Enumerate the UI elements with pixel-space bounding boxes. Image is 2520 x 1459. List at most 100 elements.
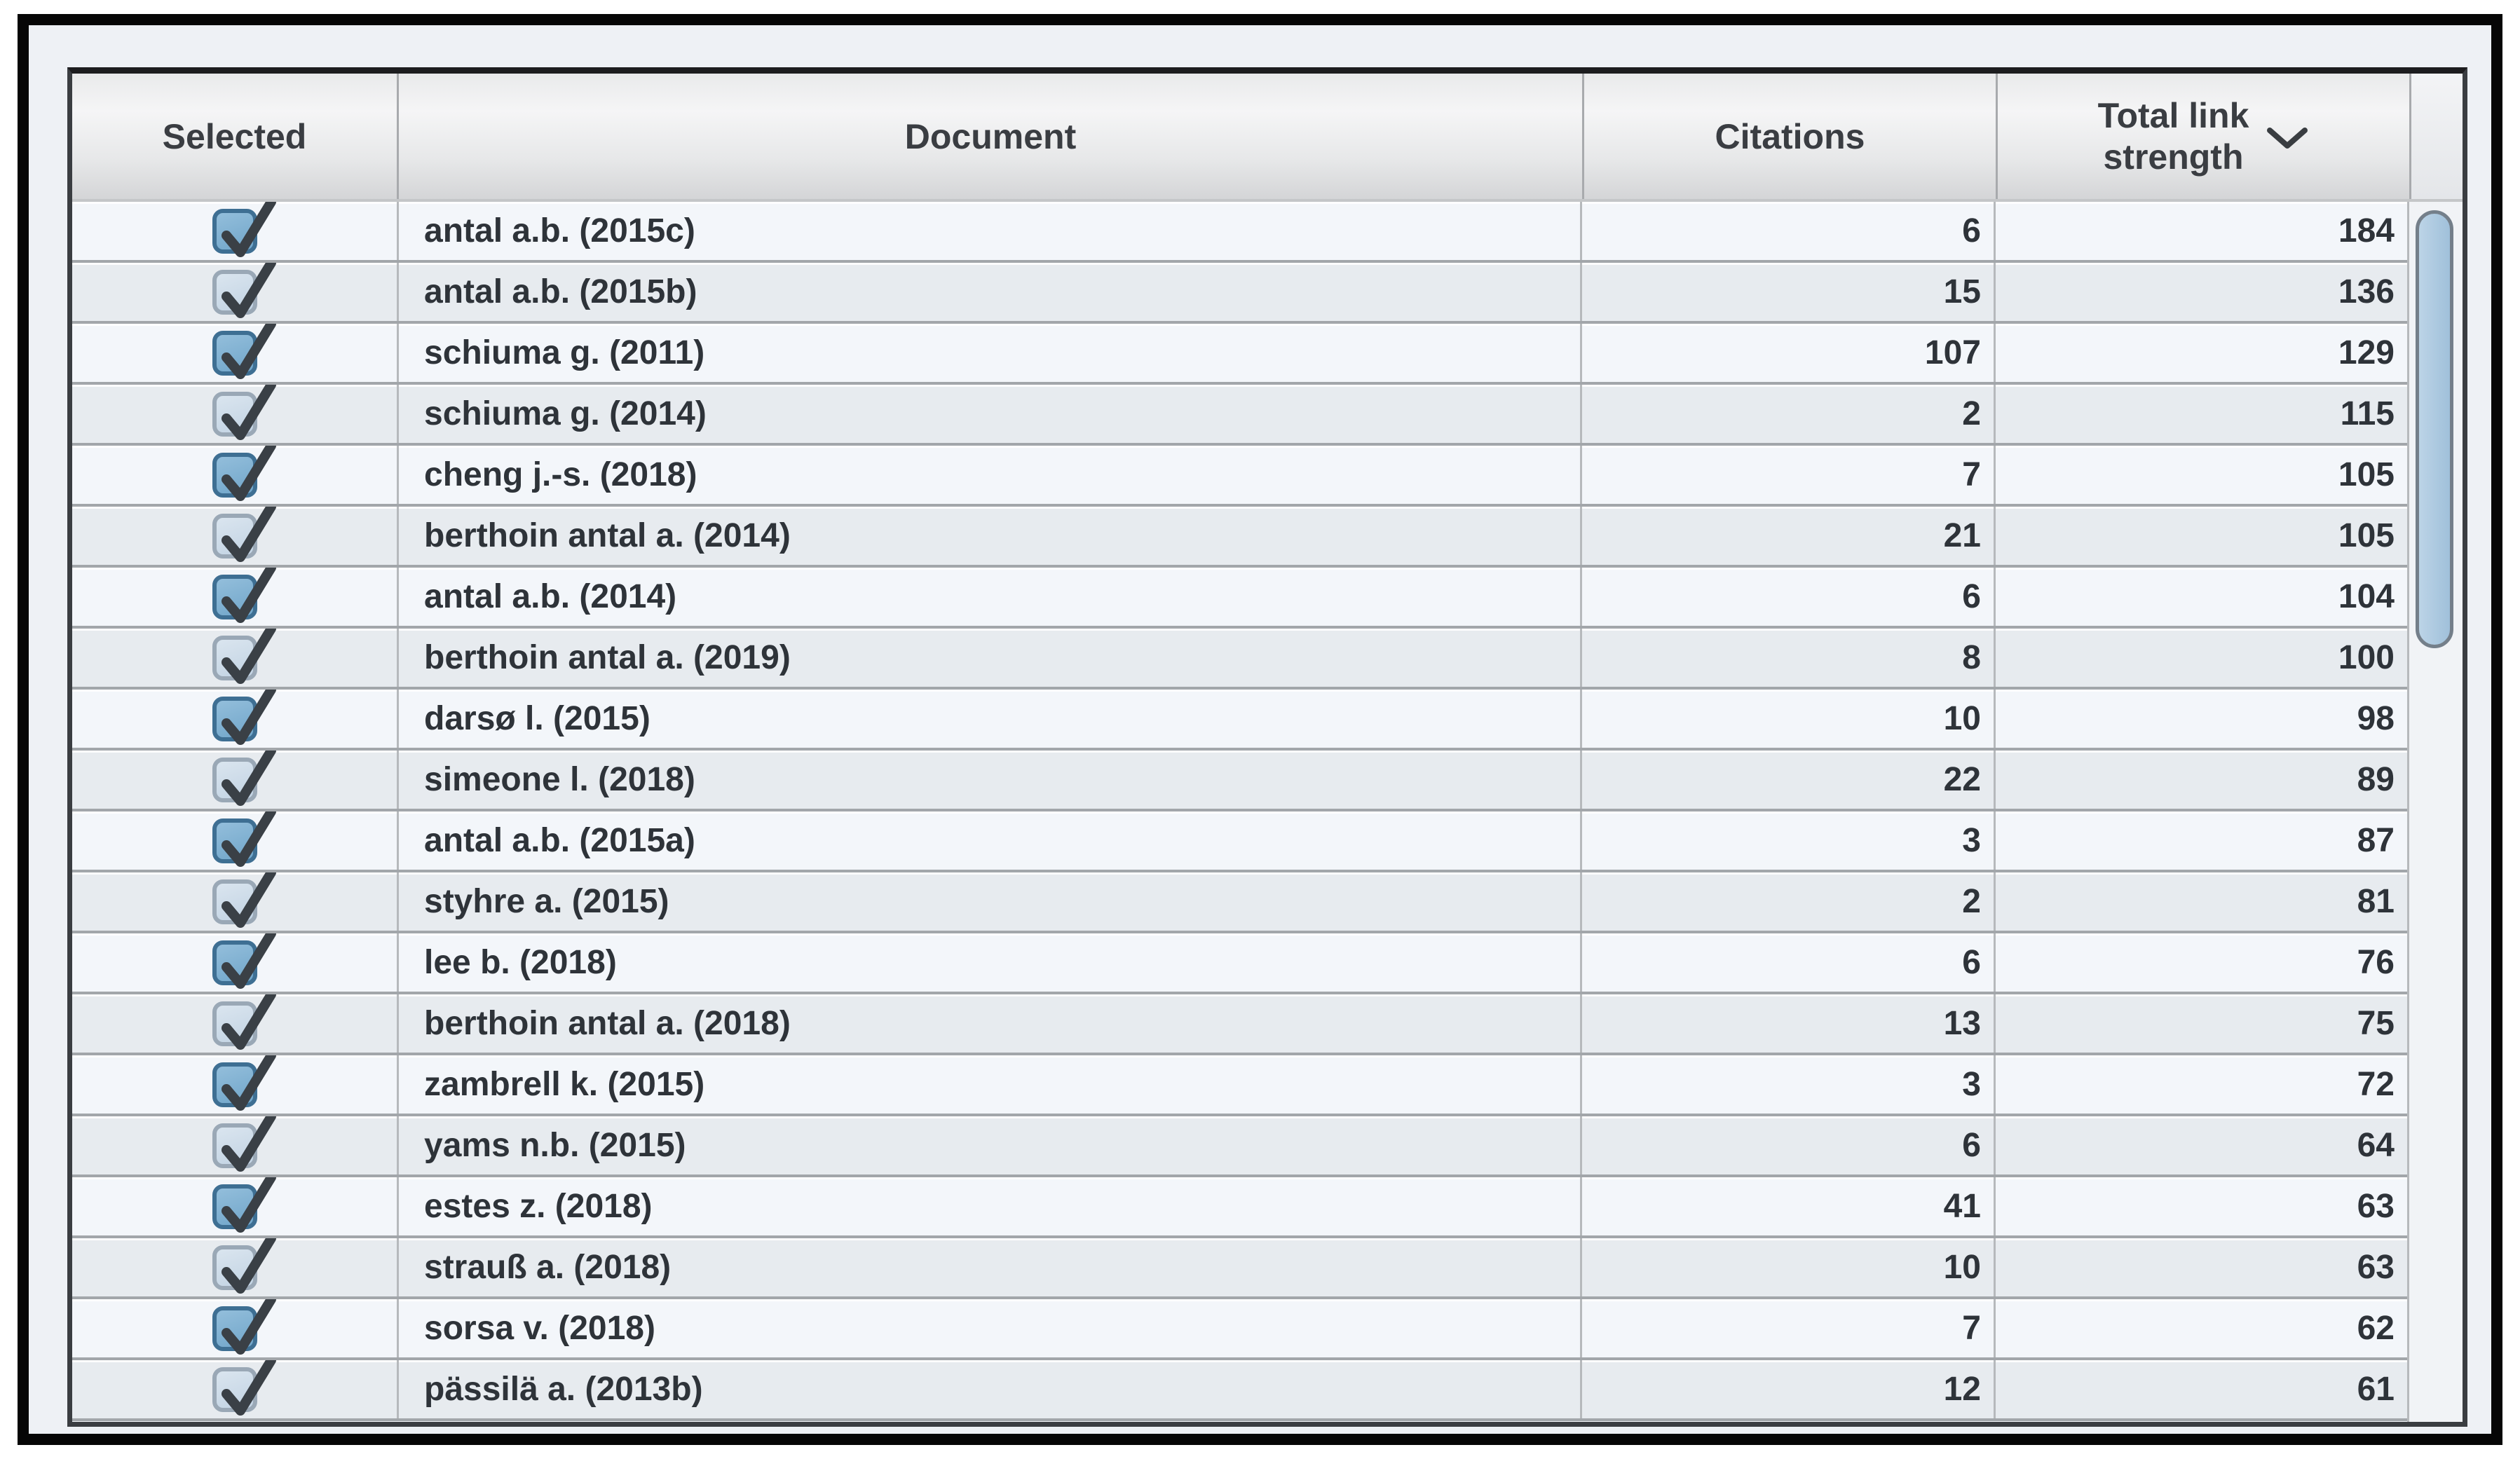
total-link-strength-cell: 115: [1994, 385, 2407, 443]
selected-cell: [72, 1360, 397, 1418]
row-checkbox[interactable]: [212, 263, 276, 318]
document-cell: strauß a. (2018): [397, 1238, 1580, 1296]
checkmark-icon: [221, 1360, 276, 1416]
scrollbar-header-spacer: [2409, 74, 2463, 199]
row-checkbox[interactable]: [212, 1360, 276, 1416]
row-checkbox[interactable]: [212, 1116, 276, 1172]
results-panel: Selected Document Citations Total link s…: [18, 14, 2502, 1445]
column-header-selected[interactable]: Selected: [72, 74, 397, 199]
total-link-strength-cell: 63: [1994, 1177, 2407, 1235]
citations-cell: 10: [1580, 690, 1994, 748]
table-row: lee b. (2018) 6 76: [72, 933, 2407, 994]
checkmark-icon: [221, 1055, 276, 1111]
checkmark-icon: [221, 446, 276, 501]
column-header-label: Total link strength: [2097, 95, 2249, 177]
row-checkbox[interactable]: [212, 933, 276, 989]
row-checkbox[interactable]: [212, 202, 276, 257]
document-cell: cheng j.-s. (2018): [397, 446, 1580, 504]
table-row: antal a.b. (2014) 6 104: [72, 568, 2407, 629]
total-link-strength-cell: 184: [1994, 202, 2407, 260]
row-checkbox[interactable]: [212, 994, 276, 1050]
selected-cell: [72, 811, 397, 870]
table-row: berthoin antal a. (2019) 8 100: [72, 629, 2407, 690]
checkmark-icon: [221, 811, 276, 867]
checkmark-icon: [221, 690, 276, 745]
selected-cell: [72, 751, 397, 809]
checkmark-icon: [221, 629, 276, 684]
document-cell: berthoin antal a. (2019): [397, 629, 1580, 687]
selected-cell: [72, 385, 397, 443]
total-link-strength-cell: 89: [1994, 751, 2407, 809]
document-cell: schiuma g. (2011): [397, 324, 1580, 382]
selected-cell: [72, 1116, 397, 1174]
total-link-strength-cell: 129: [1994, 324, 2407, 382]
table-row: estes z. (2018) 41 63: [72, 1177, 2407, 1238]
checkmark-icon: [221, 385, 276, 440]
citations-cell: 7: [1580, 446, 1994, 504]
total-link-strength-cell: 104: [1994, 568, 2407, 626]
table-row: simeone l. (2018) 22 89: [72, 751, 2407, 811]
selected-cell: [72, 994, 397, 1053]
checkmark-icon: [221, 568, 276, 623]
document-cell: antal a.b. (2015b): [397, 263, 1580, 321]
total-link-strength-cell: 76: [1994, 933, 2407, 992]
vertical-scrollbar[interactable]: [2407, 202, 2463, 1422]
column-header-label: Document: [904, 116, 1077, 156]
checkmark-icon: [221, 1299, 276, 1355]
row-checkbox[interactable]: [212, 507, 276, 562]
document-cell: antal a.b. (2015c): [397, 202, 1580, 260]
row-checkbox[interactable]: [212, 1299, 276, 1355]
row-checkbox[interactable]: [212, 629, 276, 684]
citations-cell: 6: [1580, 202, 1994, 260]
document-cell: zambrell k. (2015): [397, 1055, 1580, 1114]
row-checkbox[interactable]: [212, 751, 276, 806]
citations-cell: 2: [1580, 872, 1994, 931]
selected-cell: [72, 263, 397, 321]
column-header-document[interactable]: Document: [397, 74, 1582, 199]
citations-cell: 12: [1580, 1360, 1994, 1418]
total-link-strength-cell: 105: [1994, 507, 2407, 565]
selected-cell: [72, 202, 397, 260]
row-checkbox[interactable]: [212, 1238, 276, 1294]
column-header-total-link-strength[interactable]: Total link strength: [1996, 74, 2409, 199]
row-checkbox[interactable]: [212, 568, 276, 623]
document-cell: berthoin antal a. (2018): [397, 994, 1580, 1053]
column-header-label: Citations: [1715, 116, 1865, 156]
row-checkbox[interactable]: [212, 1177, 276, 1233]
citations-cell: 13: [1580, 994, 1994, 1053]
row-checkbox[interactable]: [212, 324, 276, 379]
document-cell: lee b. (2018): [397, 933, 1580, 992]
total-link-strength-cell: 64: [1994, 1116, 2407, 1174]
table-row: styhre a. (2015) 2 81: [72, 872, 2407, 933]
row-checkbox[interactable]: [212, 1055, 276, 1111]
total-link-strength-cell: 75: [1994, 994, 2407, 1053]
citations-cell: 6: [1580, 933, 1994, 992]
column-header-citations[interactable]: Citations: [1582, 74, 1996, 199]
chevron-down-sort-icon: [2267, 127, 2308, 149]
table-row: schiuma g. (2014) 2 115: [72, 385, 2407, 446]
total-link-strength-cell: 81: [1994, 872, 2407, 931]
citations-cell: 10: [1580, 1238, 1994, 1296]
row-checkbox[interactable]: [212, 446, 276, 501]
row-checkbox[interactable]: [212, 872, 276, 928]
table-row: berthoin antal a. (2014) 21 105: [72, 507, 2407, 568]
table-row: berthoin antal a. (2018) 13 75: [72, 994, 2407, 1055]
table-row: antal a.b. (2015b) 15 136: [72, 263, 2407, 324]
total-link-strength-cell: 63: [1994, 1238, 2407, 1296]
citations-cell: 2: [1580, 385, 1994, 443]
document-cell: styhre a. (2015): [397, 872, 1580, 931]
document-cell: antal a.b. (2015a): [397, 811, 1580, 870]
selected-cell: [72, 872, 397, 931]
checkmark-icon: [221, 1116, 276, 1172]
selected-cell: [72, 446, 397, 504]
checkmark-icon: [221, 994, 276, 1050]
row-checkbox[interactable]: [212, 385, 276, 440]
scrollbar-thumb[interactable]: [2416, 210, 2453, 648]
total-link-strength-cell: 62: [1994, 1299, 2407, 1357]
selected-cell: [72, 690, 397, 748]
citations-cell: 7: [1580, 1299, 1994, 1357]
row-checkbox[interactable]: [212, 690, 276, 745]
row-checkbox[interactable]: [212, 811, 276, 867]
total-link-strength-cell: 100: [1994, 629, 2407, 687]
document-cell: schiuma g. (2014): [397, 385, 1580, 443]
